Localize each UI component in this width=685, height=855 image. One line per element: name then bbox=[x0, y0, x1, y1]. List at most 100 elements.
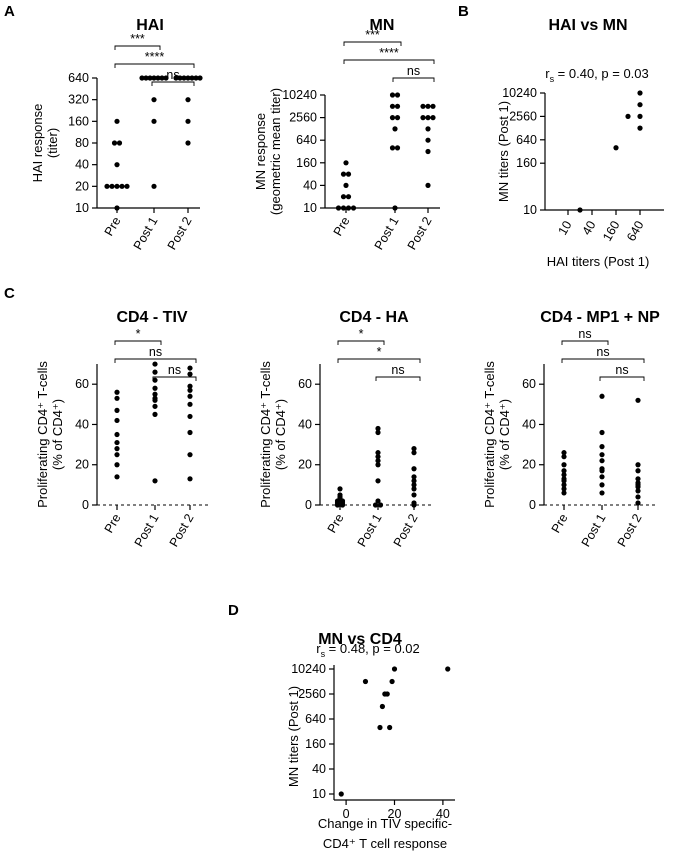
data-point bbox=[411, 466, 417, 472]
data-point bbox=[187, 383, 193, 389]
chart-title: CD4 - HA bbox=[339, 309, 409, 326]
y-tick-label: 10240 bbox=[282, 88, 317, 102]
data-point bbox=[152, 411, 158, 417]
data-point bbox=[187, 476, 193, 482]
data-point bbox=[375, 458, 381, 464]
data-point bbox=[389, 678, 395, 685]
data-point bbox=[114, 205, 120, 211]
data-point bbox=[109, 183, 115, 189]
data-point bbox=[114, 439, 120, 446]
data-point bbox=[389, 115, 396, 121]
x-tick-label: Post 2 bbox=[615, 511, 645, 549]
data-point bbox=[561, 462, 567, 468]
data-point bbox=[599, 452, 605, 458]
y-tick-label: 320 bbox=[68, 93, 89, 107]
y-tick-label: 40 bbox=[522, 417, 536, 431]
data-point bbox=[151, 183, 157, 189]
data-point bbox=[561, 450, 567, 456]
data-point bbox=[425, 103, 431, 109]
significance-bracket bbox=[152, 376, 197, 381]
data-point bbox=[193, 75, 199, 81]
data-point bbox=[114, 431, 120, 438]
y-tick-label: 0 bbox=[82, 498, 89, 512]
data-point bbox=[197, 75, 203, 81]
data-point bbox=[114, 183, 120, 189]
chart-title: HAI bbox=[136, 17, 164, 34]
y-tick-label: 10 bbox=[303, 201, 317, 215]
y-tick-label: 20 bbox=[522, 458, 536, 472]
data-point bbox=[124, 183, 130, 189]
y-axis-label: (% of CD4⁺) bbox=[50, 399, 65, 470]
y-tick-label: 40 bbox=[303, 178, 317, 192]
y-tick-label: 640 bbox=[305, 712, 326, 726]
y-tick-label: 2560 bbox=[298, 687, 326, 701]
data-point bbox=[561, 472, 567, 478]
significance-label: ns bbox=[391, 363, 404, 377]
y-tick-label: 0 bbox=[529, 498, 536, 512]
data-point bbox=[340, 171, 347, 177]
y-tick-label: 160 bbox=[305, 737, 326, 751]
significance-bracket bbox=[151, 81, 195, 86]
x-axis-label: Change in TIV specific- bbox=[318, 816, 452, 831]
data-point bbox=[155, 75, 161, 81]
data-point bbox=[375, 478, 381, 484]
data-point bbox=[599, 474, 605, 480]
y-axis-label: MN titers (Post 1) bbox=[496, 101, 511, 202]
data-point bbox=[425, 126, 431, 132]
data-point bbox=[151, 118, 157, 124]
significance-bracket bbox=[114, 358, 197, 363]
significance-label: ns bbox=[149, 345, 162, 359]
data-point bbox=[599, 490, 605, 496]
y-tick-label: 60 bbox=[522, 377, 536, 391]
data-point bbox=[181, 75, 187, 81]
y-tick-label: 60 bbox=[298, 377, 312, 391]
data-point bbox=[114, 474, 120, 480]
chart-title: MN vs CD4 bbox=[318, 631, 402, 648]
data-point bbox=[187, 393, 193, 399]
significance-label: * bbox=[136, 327, 141, 341]
data-point bbox=[337, 486, 343, 492]
x-tick-label: Pre bbox=[549, 511, 571, 535]
data-point bbox=[173, 75, 179, 81]
y-tick-label: 40 bbox=[75, 417, 89, 431]
data-point bbox=[411, 492, 417, 498]
data-point bbox=[114, 162, 120, 168]
data-point bbox=[187, 365, 193, 371]
data-point bbox=[377, 724, 383, 731]
chart-title: HAI vs MN bbox=[548, 17, 627, 34]
data-point bbox=[425, 148, 431, 155]
data-point bbox=[187, 413, 193, 420]
y-axis-label: (titer) bbox=[45, 128, 60, 158]
significance-bracket bbox=[114, 45, 161, 50]
data-point bbox=[425, 182, 431, 188]
y-tick-label: 640 bbox=[296, 133, 317, 147]
data-point bbox=[389, 103, 396, 109]
data-point bbox=[189, 75, 195, 81]
data-point bbox=[185, 140, 191, 146]
x-tick-label: 10 bbox=[556, 218, 575, 237]
data-point bbox=[375, 462, 381, 468]
data-point bbox=[147, 75, 153, 81]
data-point bbox=[445, 666, 451, 672]
data-point bbox=[345, 171, 352, 177]
significance-bracket bbox=[114, 63, 195, 68]
data-point bbox=[637, 125, 643, 131]
data-point bbox=[635, 468, 641, 474]
data-point bbox=[599, 458, 605, 464]
x-tick-label: Pre bbox=[325, 511, 347, 535]
data-point bbox=[425, 115, 431, 121]
data-point bbox=[340, 194, 347, 200]
x-tick-label: Post 1 bbox=[372, 214, 402, 252]
data-point bbox=[561, 454, 567, 460]
y-axis-label: Proliferating CD4⁺ T-cells bbox=[482, 361, 497, 508]
panel-letter-c: C bbox=[4, 285, 15, 302]
significance-bracket bbox=[337, 358, 421, 363]
data-point bbox=[391, 666, 398, 672]
y-tick-label: 0 bbox=[305, 498, 312, 512]
data-point bbox=[599, 444, 605, 450]
data-point bbox=[177, 75, 183, 81]
y-tick-label: 10 bbox=[523, 203, 537, 217]
